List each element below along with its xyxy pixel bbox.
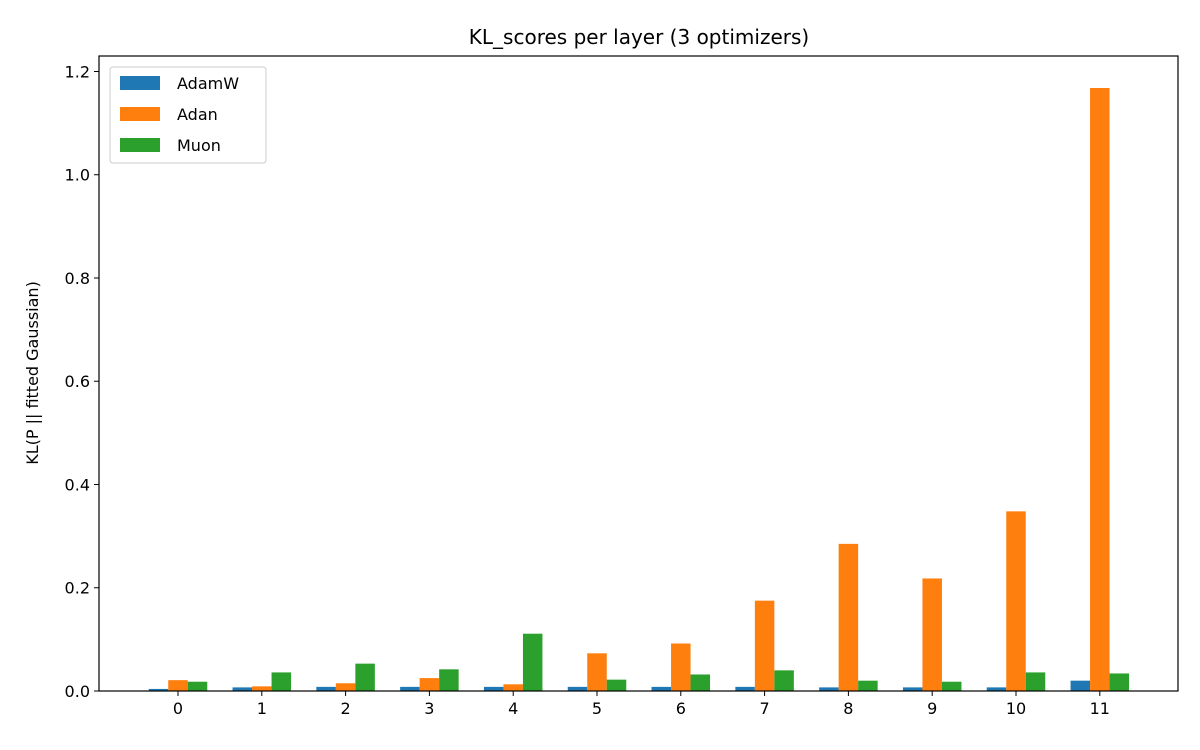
- bar-adan-11: [1090, 88, 1110, 691]
- bar-adamw-7: [735, 686, 755, 691]
- bar-adamw-9: [902, 687, 923, 691]
- x-tick-label: 4: [508, 699, 518, 718]
- bar-adan-8: [838, 543, 859, 691]
- y-tick-label: 0.0: [65, 682, 90, 701]
- x-tick-label: 2: [341, 699, 351, 718]
- bar-adamw-8: [819, 687, 839, 691]
- legend-label-muon: Muon: [177, 136, 221, 155]
- legend-swatch-adan: [120, 107, 160, 121]
- bar-muon-2: [355, 663, 375, 691]
- bars-group: [148, 88, 1130, 691]
- bar-adan-4: [503, 684, 523, 691]
- y-tick-label: 1.2: [65, 62, 90, 81]
- y-ticks-group: 0.0 0.2 0.4 0.6 0.8 1.0 1.2: [65, 62, 99, 701]
- bar-adamw-10: [986, 687, 1007, 691]
- x-tick-label: 8: [843, 699, 853, 718]
- bar-adamw-4: [483, 686, 504, 691]
- bar-muon-8: [858, 680, 878, 691]
- legend-label-adan: Adan: [177, 105, 218, 124]
- x-ticks-group: 0 1 2 3 4 5 6 7 8 9 10 11: [173, 691, 1110, 718]
- y-tick-label: 0.4: [65, 475, 90, 494]
- bar-adan-7: [754, 600, 775, 691]
- y-tick-label: 0.6: [65, 372, 90, 391]
- x-tick-label: 0: [173, 699, 183, 718]
- x-tick-label: 6: [676, 699, 686, 718]
- bar-adan-3: [419, 678, 440, 691]
- y-tick-label: 0.2: [65, 579, 90, 598]
- bar-adan-1: [252, 686, 272, 691]
- bar-muon-10: [1025, 672, 1046, 691]
- bar-muon-0: [187, 681, 208, 691]
- bar-adan-10: [1006, 511, 1026, 691]
- plot-frame: [98, 55, 1179, 692]
- y-tick-label: 1.0: [65, 166, 90, 185]
- bar-adamw-2: [316, 686, 336, 691]
- x-tick-label: 1: [257, 699, 267, 718]
- bar-muon-5: [606, 679, 627, 691]
- bar-muon-4: [522, 633, 543, 691]
- bar-muon-11: [1109, 673, 1130, 691]
- legend: AdamW Adan Muon: [109, 66, 267, 164]
- bar-adan-5: [587, 653, 607, 691]
- chart-title: KL_scores per layer (3 optimizers): [469, 25, 809, 49]
- legend-label-adamw: AdamW: [177, 74, 239, 93]
- bar-muon-7: [774, 670, 794, 691]
- bar-adamw-6: [651, 686, 672, 691]
- bar-adamw-1: [232, 687, 253, 691]
- bar-adan-6: [671, 643, 691, 691]
- bar-muon-1: [271, 672, 292, 691]
- x-tick-label: 11: [1090, 699, 1110, 718]
- x-tick-label: 3: [424, 699, 434, 718]
- bar-adamw-11: [1070, 680, 1091, 691]
- x-tick-label: 5: [592, 699, 602, 718]
- y-axis-label: KL(P || fitted Gaussian): [23, 281, 42, 465]
- bar-adamw-0: [148, 688, 169, 691]
- bar-muon-9: [941, 681, 962, 691]
- y-tick-label: 0.8: [65, 269, 90, 288]
- bar-adan-0: [168, 680, 188, 691]
- legend-swatch-muon: [120, 138, 160, 152]
- bar-muon-3: [439, 669, 459, 691]
- x-tick-label: 9: [927, 699, 937, 718]
- bar-adamw-3: [400, 686, 420, 691]
- x-tick-label: 7: [760, 699, 770, 718]
- bar-adan-9: [922, 578, 942, 691]
- bar-adan-2: [335, 683, 356, 691]
- bar-adamw-5: [567, 686, 588, 691]
- bar-muon-6: [690, 674, 711, 691]
- x-tick-label: 10: [1006, 699, 1026, 718]
- legend-swatch-adamw: [120, 76, 160, 90]
